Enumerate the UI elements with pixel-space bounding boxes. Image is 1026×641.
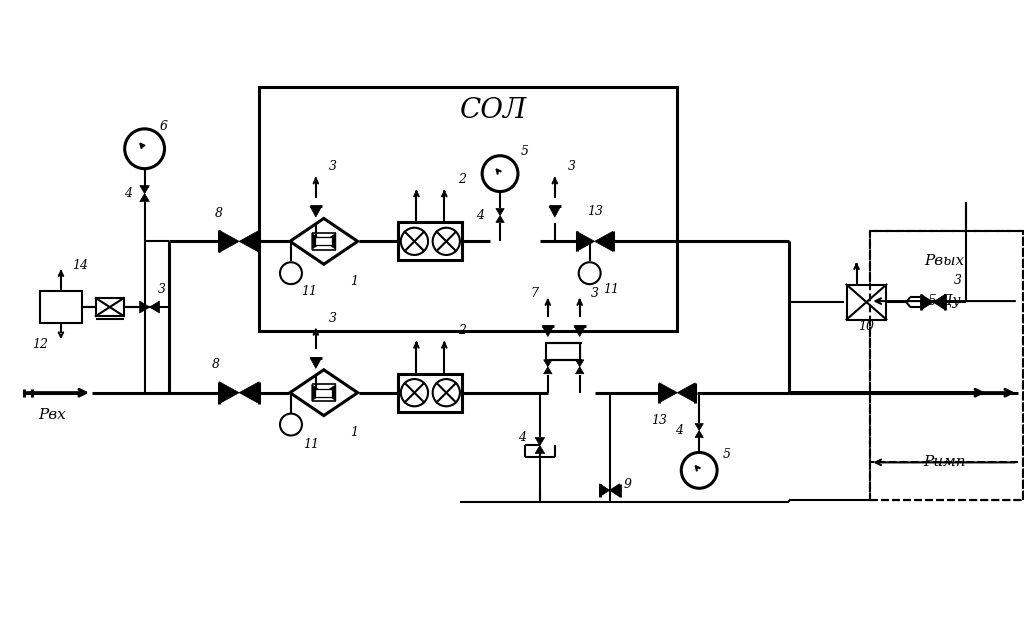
Polygon shape [576,360,584,367]
Text: 4: 4 [476,209,484,222]
Text: 13: 13 [587,205,602,218]
Text: 6: 6 [159,121,167,133]
Circle shape [125,129,164,169]
Bar [546,343,580,360]
Text: Рвх: Рвх [38,408,66,422]
Polygon shape [549,206,560,217]
Bar [95,298,124,316]
Text: 3: 3 [567,160,576,173]
Bar [870,231,1023,500]
Text: 13: 13 [652,414,667,427]
Polygon shape [660,383,677,403]
Polygon shape [140,186,150,194]
Polygon shape [324,385,336,401]
Text: 1: 1 [350,426,358,439]
Polygon shape [542,326,554,337]
Text: 11: 11 [303,438,319,451]
Text: 10: 10 [859,320,874,333]
Text: 5 Ду: 5 Ду [928,294,960,308]
Text: 2: 2 [459,324,466,337]
Polygon shape [577,231,595,251]
Text: 14: 14 [72,259,88,272]
Circle shape [579,262,600,284]
Polygon shape [220,230,239,253]
Bar [315,388,332,397]
Circle shape [280,262,302,284]
Bar [870,231,1023,500]
Circle shape [681,453,717,488]
Polygon shape [677,383,696,403]
Polygon shape [310,206,322,217]
Polygon shape [312,385,324,401]
Text: 3: 3 [328,160,337,173]
Polygon shape [290,219,358,264]
Polygon shape [312,233,324,249]
Text: 9: 9 [624,478,631,491]
Polygon shape [544,367,552,374]
Polygon shape [239,230,260,253]
Bar [846,285,886,319]
Bar [315,237,332,246]
Circle shape [401,228,428,255]
Text: 4: 4 [675,424,683,437]
Polygon shape [574,326,586,337]
Polygon shape [140,194,150,201]
Text: Рвых: Рвых [924,254,964,268]
Polygon shape [921,294,934,310]
Text: 12: 12 [32,338,48,351]
Circle shape [433,379,460,406]
Text: Римп: Римп [922,455,965,469]
Polygon shape [695,431,704,438]
Polygon shape [140,301,150,313]
Bar [260,87,677,331]
Polygon shape [544,360,552,367]
Circle shape [401,379,428,406]
Polygon shape [290,370,358,415]
Polygon shape [609,484,620,497]
Text: 2: 2 [459,173,466,186]
Polygon shape [324,233,336,249]
Bar [40,291,82,323]
Polygon shape [595,231,613,251]
Polygon shape [239,382,260,404]
Polygon shape [310,358,322,369]
Polygon shape [220,382,239,404]
Text: 4: 4 [124,187,131,200]
Polygon shape [150,301,159,313]
Polygon shape [695,424,704,431]
Text: 3: 3 [158,283,165,296]
Circle shape [280,413,302,435]
Text: 7: 7 [530,287,539,299]
Text: 3: 3 [328,312,337,324]
Text: 11: 11 [603,283,620,296]
Polygon shape [576,367,584,374]
Circle shape [482,156,518,192]
Text: 5: 5 [521,146,529,158]
Text: СОЛ: СОЛ [460,97,526,124]
Polygon shape [599,484,609,497]
Text: 1: 1 [350,275,358,288]
Polygon shape [536,445,545,453]
Text: 8: 8 [212,358,221,371]
Text: 3: 3 [954,274,962,287]
Bar [398,222,463,260]
Bar [398,374,463,412]
Polygon shape [496,215,504,222]
Text: 8: 8 [215,207,224,220]
Circle shape [433,228,460,255]
Text: 5: 5 [723,448,732,461]
Text: 3: 3 [591,287,598,299]
Polygon shape [934,294,945,310]
Text: 4: 4 [518,431,526,444]
Polygon shape [496,208,504,215]
Text: 11: 11 [301,285,317,297]
Polygon shape [536,438,545,445]
